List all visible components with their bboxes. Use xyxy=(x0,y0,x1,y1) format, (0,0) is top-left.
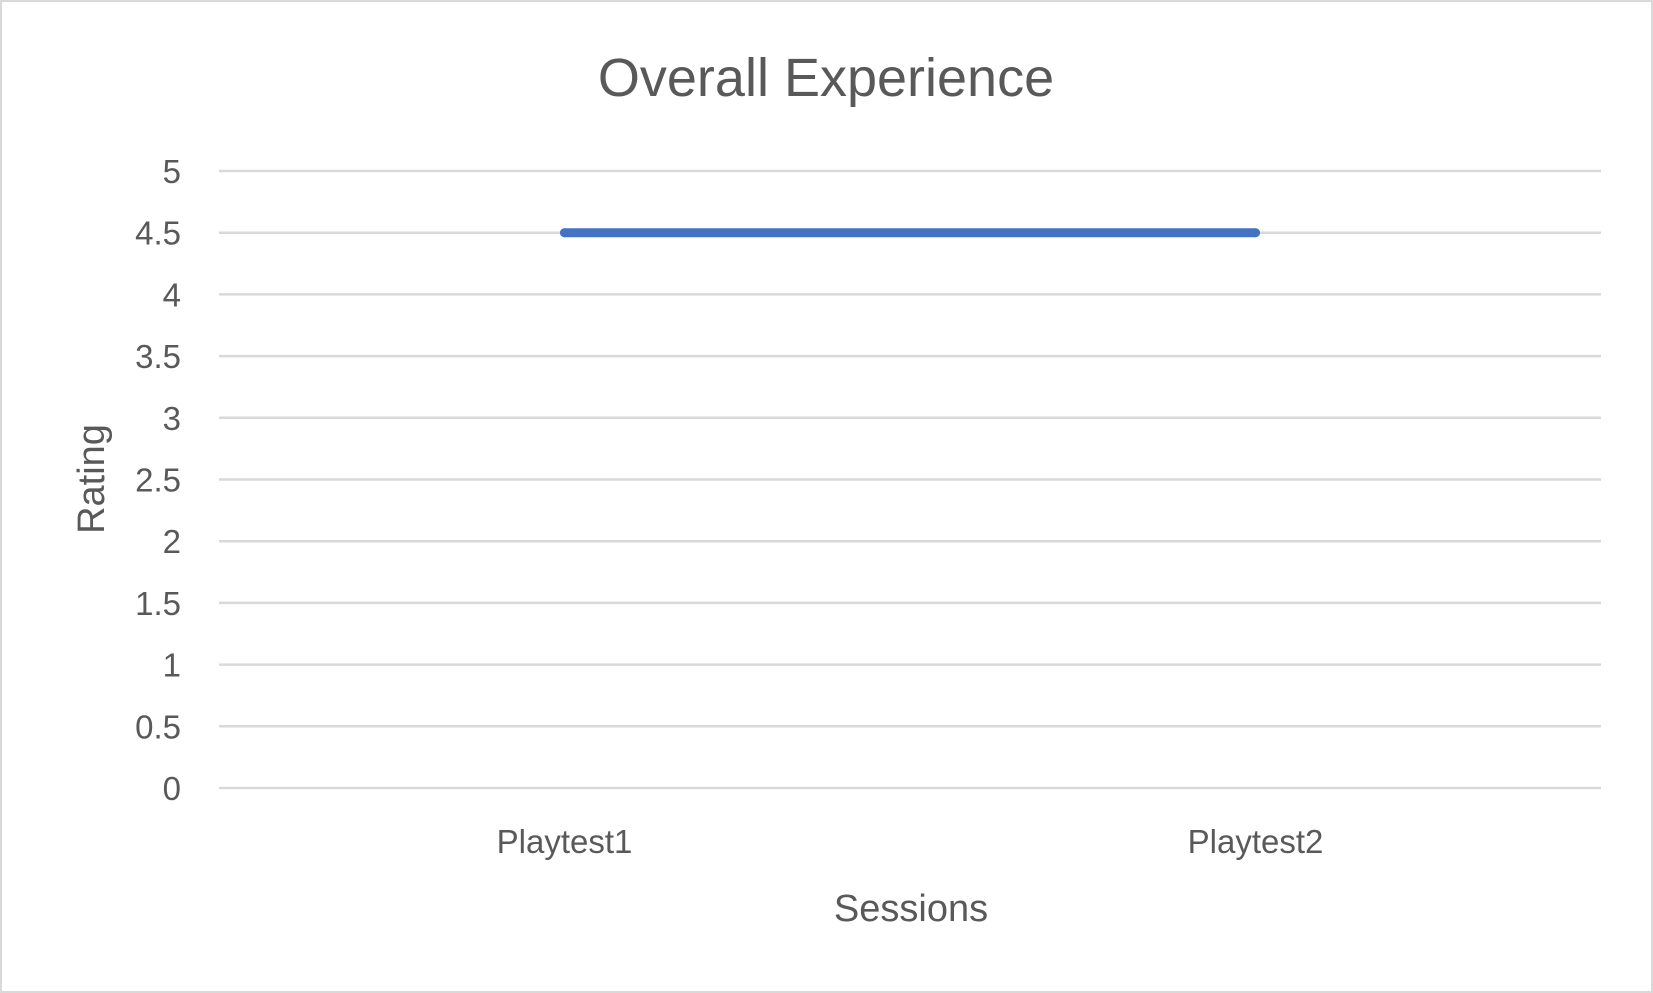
x-axis-tick-labels: Playtest1 Playtest2 xyxy=(497,823,1324,860)
y-tick-label: 3 xyxy=(163,400,181,437)
y-tick-label: 0.5 xyxy=(135,708,181,745)
y-tick-label: 1.5 xyxy=(135,585,181,622)
y-tick-label: 5 xyxy=(163,153,181,190)
x-tick-label: Playtest1 xyxy=(497,823,633,860)
series-layer xyxy=(560,228,1260,238)
y-tick-label: 3.5 xyxy=(135,338,181,375)
data-point xyxy=(1251,228,1260,238)
y-tick-label: 2 xyxy=(163,523,181,560)
x-axis-title: Sessions xyxy=(834,888,988,930)
y-tick-label: 4.5 xyxy=(135,215,181,252)
y-axis-title: Rating xyxy=(71,424,113,534)
chart-title: Overall Experience xyxy=(598,48,1054,108)
x-tick-label: Playtest2 xyxy=(1188,823,1324,860)
y-tick-label: 0 xyxy=(163,770,181,807)
y-tick-label: 2.5 xyxy=(135,462,181,499)
y-tick-label: 1 xyxy=(163,647,181,684)
data-point xyxy=(560,228,569,238)
y-axis-tick-labels: 0 0.5 1 1.5 2 2.5 3 3.5 4 4.5 5 xyxy=(135,153,181,807)
y-tick-label: 4 xyxy=(163,276,181,313)
gridlines xyxy=(219,169,1601,790)
